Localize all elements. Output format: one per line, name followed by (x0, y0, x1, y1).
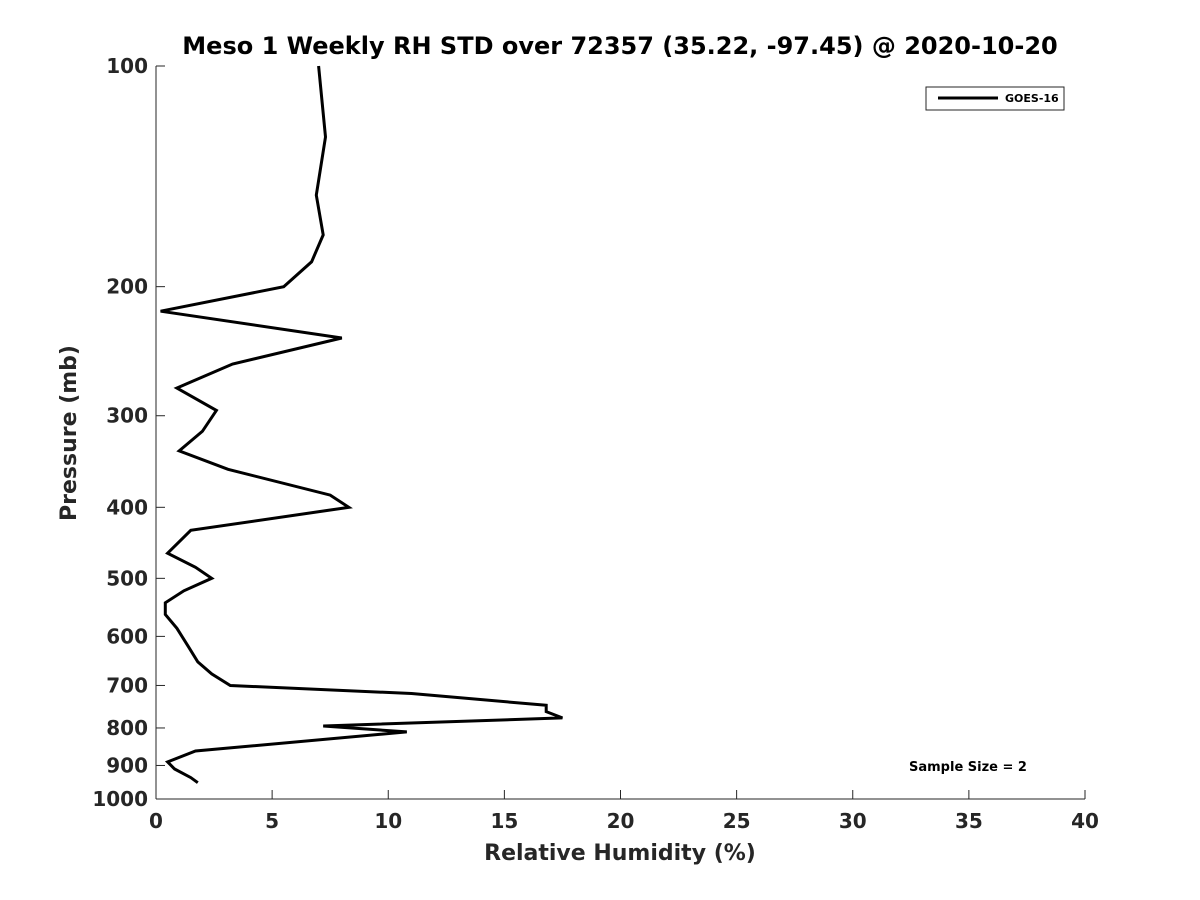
x-tick-label: 30 (839, 809, 867, 833)
y-tick-label: 200 (106, 275, 148, 299)
y-tick-label: 300 (106, 404, 148, 428)
x-tick-label: 25 (723, 809, 751, 833)
sample-size-annotation: Sample Size = 2 (909, 760, 1027, 775)
y-tick-label: 1000 (92, 787, 148, 811)
y-tick-label: 500 (106, 566, 148, 590)
x-tick-label: 40 (1071, 809, 1099, 833)
x-tick-label: 10 (374, 809, 402, 833)
x-axis-title: Relative Humidity (%) (484, 841, 756, 866)
y-axis-title: Pressure (mb) (57, 345, 82, 521)
y-tick-label: 100 (106, 54, 148, 78)
y-tick-label: 900 (106, 753, 148, 777)
y-tick-label: 800 (106, 716, 148, 740)
y-tick-label: 600 (106, 624, 148, 648)
legend-entry: GOES-16 (1005, 92, 1059, 105)
x-tick-label: 35 (955, 809, 983, 833)
series-layer (160, 65, 563, 784)
x-tick-label: 5 (265, 809, 279, 833)
series-line-goes-16 (160, 65, 563, 784)
y-tick-label: 400 (106, 495, 148, 519)
legend: GOES-16 (925, 86, 1065, 111)
x-tick-label: 20 (607, 809, 635, 833)
axes: 0 5 10 15 20 25 30 35 40 100 200 300 400 500 600 700 800… (92, 54, 1099, 833)
x-tick-label: 0 (149, 809, 163, 833)
chart-title: Meso 1 Weekly RH STD over 72357 (35.22, … (182, 32, 1057, 60)
x-tick-label: 15 (490, 809, 518, 833)
y-tick-label: 700 (106, 673, 148, 697)
